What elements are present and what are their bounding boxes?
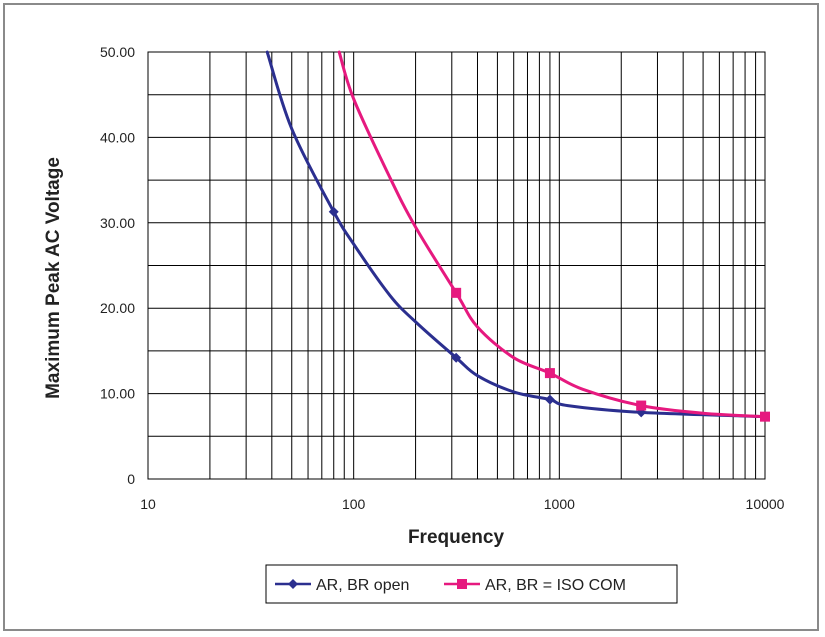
legend-label-ar-br-open: AR, BR open [316,577,409,594]
legend-item-ar-br-open: AR, BR open [275,577,409,594]
data-point-square [544,368,555,379]
data-point-diamond [328,206,339,217]
data-point-square [451,287,462,298]
x-tick-label: 100 [342,496,366,512]
y-tick-label: 50.00 [100,44,135,60]
data-point-square [636,400,647,411]
y-axis-title: Maximum Peak AC Voltage [43,157,64,399]
data-point-square [760,411,770,422]
y-tick-label: 20.00 [100,300,135,316]
y-tick-label: 0 [127,471,135,487]
data-point-diamond [451,352,462,363]
y-tick-label: 30.00 [100,215,135,231]
legend-item-iso-com: AR, BR = ISO COM [444,577,626,594]
x-tick-labels: 10 100 1000 10000 [140,496,784,512]
x-axis-title: Frequency [408,527,505,548]
legend: AR, BR open AR, BR = ISO COM [265,564,678,604]
x-tick-label: 10000 [746,496,785,512]
legend-marker-diamond [288,579,298,589]
x-tick-label: 10 [140,496,156,512]
legend-marker-square [457,579,467,589]
y-tick-label: 10.00 [100,386,135,402]
series-markers [328,206,770,422]
legend-label-iso-com: AR, BR = ISO COM [485,577,626,594]
x-tick-label: 1000 [544,496,575,512]
y-tick-labels: 0 10.00 20.00 30.00 40.00 50.00 [100,44,135,487]
y-tick-label: 40.00 [100,129,135,145]
grid-major [148,52,765,479]
data-point-diamond [544,394,555,405]
